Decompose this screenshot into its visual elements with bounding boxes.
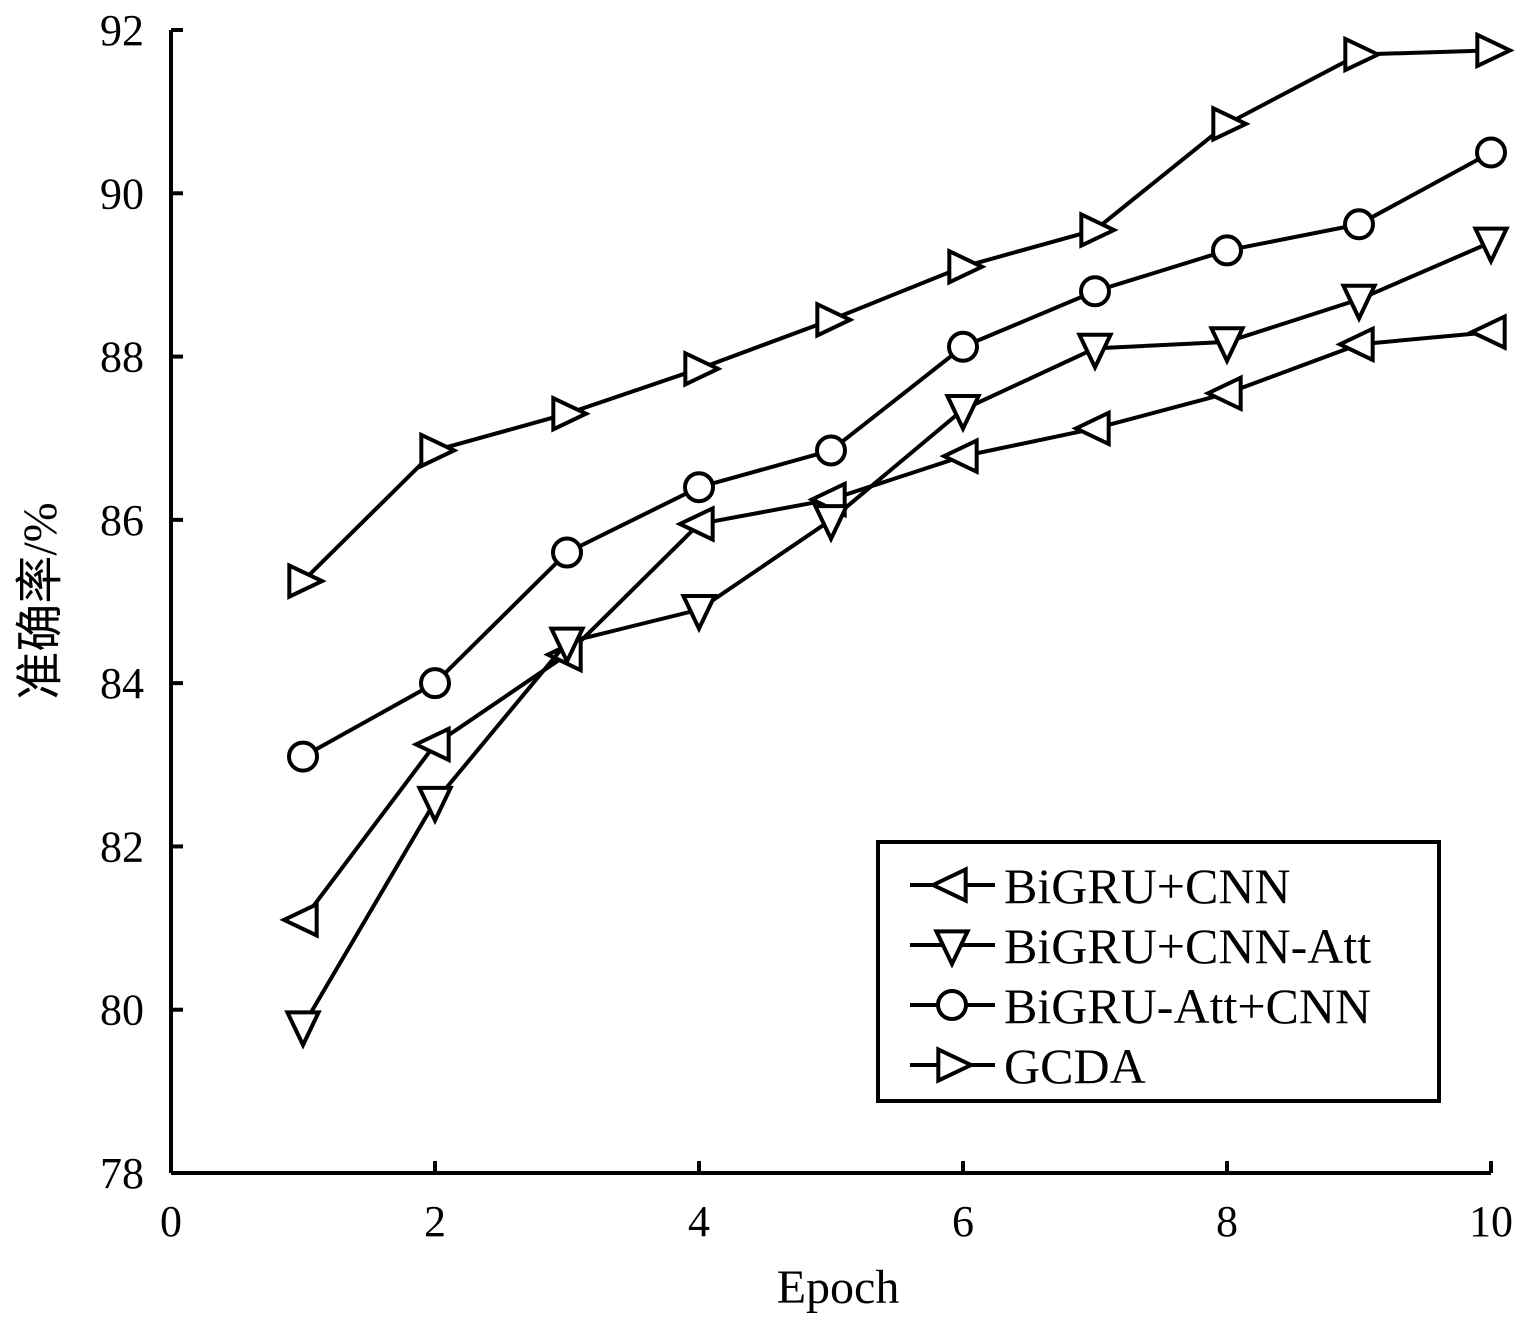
data-point [1211,105,1251,143]
data-point [419,667,451,700]
y-tick-label: 82 [100,822,144,871]
y-tick-label: 92 [100,6,144,55]
data-point [1079,211,1119,249]
y-tick-label: 84 [100,659,144,708]
legend-item: BiGRU+CNN-Att [910,918,1371,974]
data-point [284,1010,322,1050]
data-point [675,505,715,543]
data-point [1343,35,1383,74]
data-point [812,504,850,544]
data-point [1343,208,1375,241]
data-point [815,301,855,339]
data-point [551,536,583,569]
legend-label: BiGRU+CNN [1004,858,1291,914]
data-point [1475,31,1515,70]
x-tick-label: 4 [688,1197,710,1246]
axis-ticks: 0 2 4 6 8 10 78 80 82 84 86 88 90 92 [100,6,1513,1246]
data-point [1203,374,1243,413]
legend-label: BiGRU+CNN-Att [1004,918,1371,974]
series-bigru-att-cnn [287,136,1507,773]
y-tick-label: 78 [100,1149,144,1198]
data-point [287,740,319,773]
data-point [411,725,451,764]
data-point [947,330,979,363]
legend-marker [936,989,968,1021]
y-tick-label: 80 [100,986,144,1035]
data-point [279,901,319,939]
data-point [419,431,459,470]
data-point [551,394,591,433]
x-tick-label: 10 [1469,1197,1513,1246]
legend-item: GCDA [910,1038,1146,1094]
data-point [1467,313,1507,351]
legend-item: BiGRU-Att+CNN [910,978,1371,1034]
series-group [279,31,1515,1050]
data-point [1076,332,1114,373]
series-line [301,240,1492,1028]
data-point [944,393,982,434]
y-tick-label: 86 [100,496,144,545]
series-line [301,48,1492,583]
legend-label: BiGRU-Att+CNN [1004,978,1371,1034]
data-point [815,434,847,467]
data-point [1071,409,1111,448]
legend-item: BiGRU+CNN [910,858,1291,914]
legend-marker [936,1046,976,1084]
x-tick-label: 6 [952,1197,974,1246]
data-point [1340,283,1378,324]
data-point [548,626,586,666]
data-point [1335,325,1375,364]
data-point [1079,275,1111,308]
series-gcda [287,31,1515,600]
data-point [683,471,715,504]
y-tick-label: 90 [100,169,144,218]
y-tick-label: 88 [100,333,144,382]
data-point [680,593,718,634]
data-point [1472,226,1510,266]
data-point [1475,136,1507,169]
x-axis-title: Epoch [777,1261,900,1314]
y-axis-title: 准确率/% [14,502,67,699]
legend-marker [933,929,971,969]
legend-marker [928,866,968,904]
series-line [301,330,1492,922]
data-point [416,785,454,826]
data-point [1211,234,1243,267]
data-point [1208,326,1246,366]
data-point [939,437,979,475]
x-tick-label: 2 [424,1197,446,1246]
data-point [683,350,723,388]
x-tick-label: 8 [1216,1197,1238,1246]
series-bigru-cnn-att [284,226,1510,1050]
series-line [302,150,1492,759]
data-point [947,248,987,286]
data-point [287,562,327,600]
axes [169,30,1491,1175]
legend-label: GCDA [1004,1038,1146,1094]
x-tick-label: 0 [160,1197,182,1246]
